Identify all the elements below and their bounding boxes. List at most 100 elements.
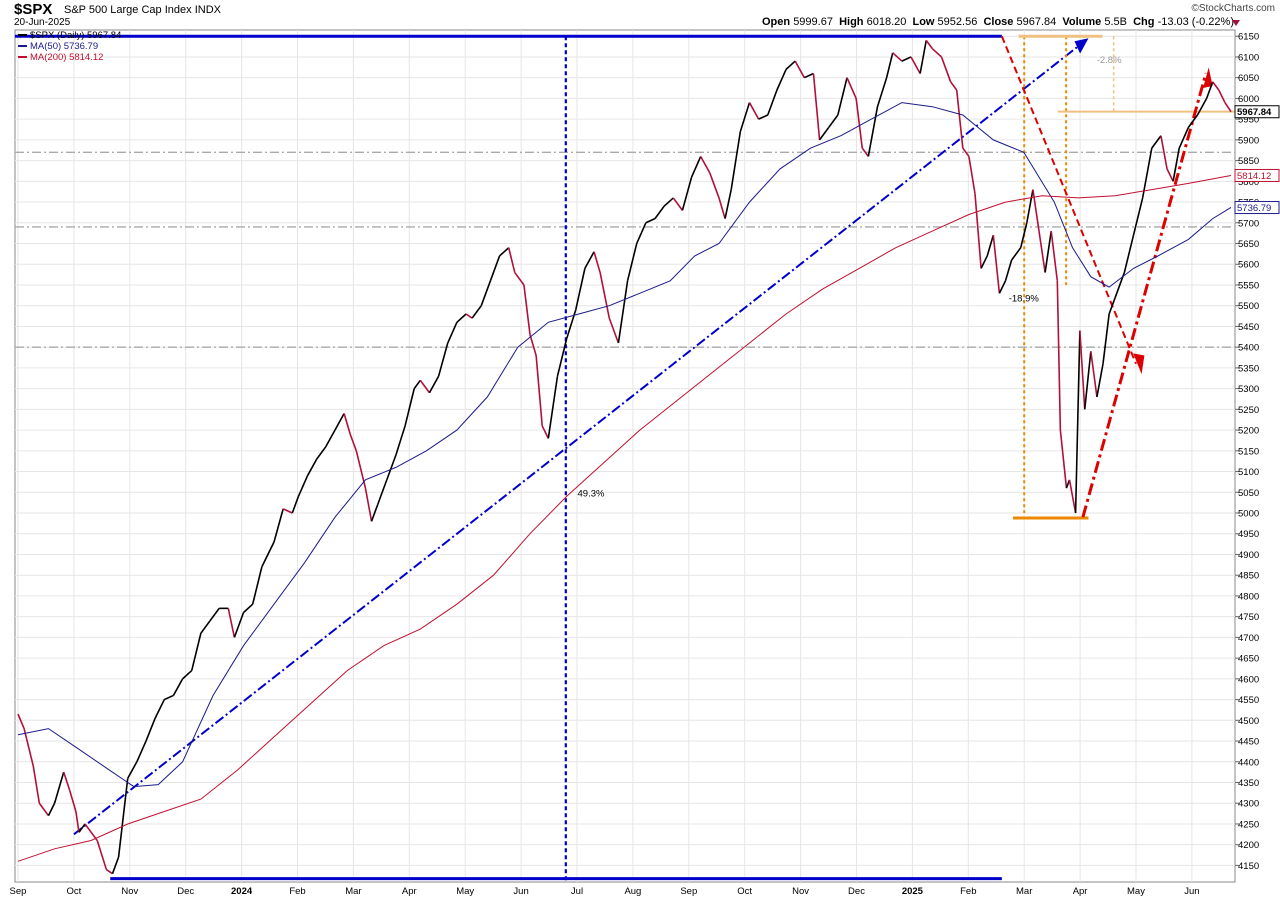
price-label-box bbox=[1234, 105, 1280, 119]
price-line-segment bbox=[386, 454, 397, 481]
price-line-segment bbox=[1132, 197, 1144, 236]
ohlc-readout: Open 5999.67 High 6018.20 Low 5952.56 Cl… bbox=[762, 16, 1234, 28]
price-line-segment bbox=[1141, 148, 1153, 199]
y-tick-label: 6050 bbox=[1238, 73, 1259, 84]
y-tick-label: 5950 bbox=[1238, 115, 1259, 126]
x-tick-label: 2024 bbox=[231, 886, 253, 897]
trendline-up-blue bbox=[73, 39, 1087, 836]
price-line-segment bbox=[1074, 330, 1081, 514]
price-line-segment bbox=[404, 388, 415, 427]
y-tick-label: 5400 bbox=[1238, 343, 1259, 354]
price-line-segment bbox=[584, 251, 595, 269]
y-tick-label: 4700 bbox=[1238, 633, 1259, 644]
moving-average-line bbox=[17, 175, 1232, 862]
plot-area bbox=[14, 29, 1236, 883]
price-line-segment bbox=[565, 309, 577, 340]
price-line-segment bbox=[608, 317, 620, 344]
y-tick-label: 4950 bbox=[1238, 529, 1259, 540]
price-line-segment bbox=[892, 52, 903, 62]
price-line-segment bbox=[1044, 230, 1053, 273]
legend-entry: MA(50) 5736.79 bbox=[30, 41, 98, 52]
x-tick-label: Aug bbox=[624, 886, 641, 897]
x-tick-label: Oct bbox=[67, 886, 82, 897]
y-tick-label: 4200 bbox=[1238, 840, 1259, 851]
exchange-label: INDX bbox=[194, 4, 221, 16]
price-line-segment bbox=[1010, 247, 1022, 261]
price-line-segment bbox=[273, 508, 284, 543]
brand-label: ©StockCharts.com bbox=[1191, 3, 1275, 14]
price-line-segment bbox=[325, 429, 336, 448]
price-line-segment bbox=[541, 425, 550, 439]
price-line-segment bbox=[172, 678, 184, 696]
ticker-symbol: $SPX bbox=[14, 1, 53, 18]
price-line-segment bbox=[1096, 363, 1104, 398]
price-line-segment bbox=[925, 39, 933, 50]
price-line-segment bbox=[349, 433, 358, 452]
price-line-segment bbox=[1160, 135, 1168, 170]
y-tick-label: 5250 bbox=[1238, 405, 1259, 416]
price-line-segment bbox=[1056, 280, 1062, 431]
price-line-segment bbox=[940, 56, 952, 83]
price-line-segment bbox=[861, 147, 869, 157]
y-tick-label: 4600 bbox=[1238, 674, 1259, 685]
legend-entry: MA(200) 5814.12 bbox=[30, 52, 103, 63]
price-line-segment bbox=[992, 235, 1001, 294]
price-line-segment bbox=[846, 77, 857, 99]
price-line-segment bbox=[529, 334, 537, 356]
price-line-segment bbox=[75, 811, 80, 833]
price-line-segment bbox=[776, 69, 787, 91]
chart-header: $SPX S&P 500 Large Cap Index INDX 20-Jun… bbox=[0, 0, 1280, 30]
price-line-segment bbox=[306, 458, 318, 477]
x-tick-label: Oct bbox=[737, 886, 752, 897]
price-label-box bbox=[1234, 201, 1280, 215]
price-line-segment bbox=[812, 73, 821, 140]
price-line-segment bbox=[1123, 235, 1135, 273]
price-line-segment bbox=[489, 255, 501, 282]
price-line-segment bbox=[919, 40, 928, 74]
price-line-segment bbox=[1172, 148, 1181, 182]
down-triangle-icon bbox=[1232, 20, 1240, 26]
y-tick-label: 4550 bbox=[1238, 695, 1259, 706]
price-line-segment bbox=[47, 802, 56, 817]
price-line-segment bbox=[282, 508, 293, 514]
x-tick-label: Nov bbox=[792, 886, 809, 897]
price-line-segment bbox=[535, 355, 544, 427]
percent-annotation: 49.3% bbox=[578, 488, 605, 499]
y-tick-label: 4250 bbox=[1238, 819, 1259, 830]
price-line-segment bbox=[855, 98, 864, 149]
y-tick-label: 4300 bbox=[1238, 799, 1259, 810]
price-line-segment bbox=[261, 541, 275, 568]
price-line-segment bbox=[718, 197, 726, 219]
y-tick-label: 4350 bbox=[1238, 778, 1259, 789]
y-tick-label: 6100 bbox=[1238, 52, 1259, 63]
price-line-segment bbox=[1178, 127, 1190, 149]
price-line-segment bbox=[297, 475, 309, 497]
trendline-up-red bbox=[1081, 73, 1208, 518]
price-line-segment bbox=[968, 156, 976, 194]
price-line-segment bbox=[547, 376, 559, 439]
price-line-segment bbox=[376, 479, 388, 505]
price-line-segment bbox=[818, 126, 830, 141]
price-line-segment bbox=[617, 280, 629, 344]
price-line-segment bbox=[182, 669, 193, 680]
price-line-segment bbox=[243, 603, 254, 614]
price-line-segment bbox=[227, 608, 236, 638]
price-line-segment bbox=[767, 89, 778, 116]
price-line-segment bbox=[209, 607, 220, 622]
price-line-segment bbox=[654, 205, 665, 220]
y-tick-label: 5600 bbox=[1238, 260, 1259, 271]
price-line-segment bbox=[593, 251, 601, 273]
price-line-segment bbox=[672, 197, 684, 211]
price-line-segment bbox=[145, 717, 156, 742]
price-line-segment bbox=[599, 272, 611, 319]
price-line-segment bbox=[190, 633, 202, 671]
price-line-segment bbox=[117, 778, 129, 858]
price-line-segment bbox=[1068, 479, 1077, 514]
price-line-segment bbox=[828, 114, 839, 128]
price-line-segment bbox=[709, 172, 720, 199]
price-line-segment bbox=[62, 771, 71, 792]
price-line-segment bbox=[681, 176, 693, 211]
price-line-segment bbox=[739, 102, 751, 132]
price-line-segment bbox=[233, 612, 245, 638]
